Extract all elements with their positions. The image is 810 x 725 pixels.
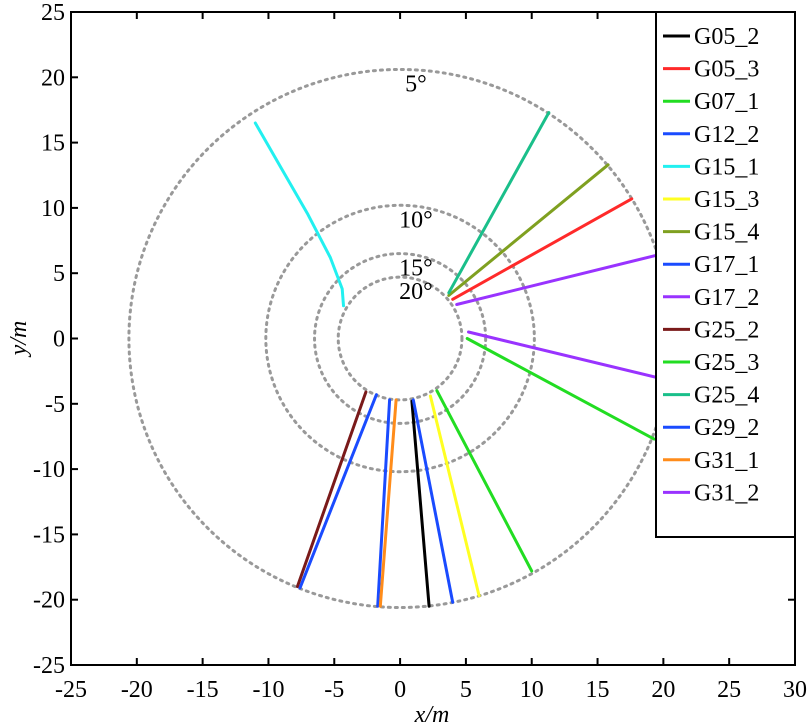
y-tick-label: 10 <box>41 196 65 222</box>
legend-label: G25_3 <box>694 350 759 376</box>
legend-label: G15_3 <box>694 187 759 213</box>
y-tick-label: -15 <box>33 522 65 548</box>
elevation-circle <box>127 67 673 610</box>
x-tick-label: -25 <box>55 677 87 703</box>
x-tick-label: 0 <box>394 677 406 703</box>
x-ticks: -25 -20 -15 -10 -5 0 5 10 15 20 25 30 <box>55 12 807 703</box>
x-tick-label: 5 <box>460 677 472 703</box>
elevation-circle <box>336 275 464 402</box>
elevation-label: 5° <box>405 71 427 97</box>
legend: G05_2 G05_3 G07_1 G12_2 G15_1 G15_3 G15_4 G17_1… <box>655 11 796 538</box>
x-tick-label: 10 <box>520 677 544 703</box>
y-tick-label: 25 <box>41 0 65 26</box>
y-axis-title: y/m <box>6 321 32 358</box>
x-axis-title: x/m <box>414 702 450 725</box>
series-line-G17_2 <box>455 252 665 306</box>
elevation-label: 20° <box>399 279 433 305</box>
elevation-labels: 5° 10° 15°20° <box>399 71 433 305</box>
elevation-circle <box>264 203 536 474</box>
legend-label: G17_1 <box>694 252 759 278</box>
x-tick-label: -10 <box>252 677 284 703</box>
x-tick-label: 15 <box>586 677 610 703</box>
y-tick-label: 15 <box>41 131 65 157</box>
y-tick-label: 5 <box>53 261 65 287</box>
series-line-G07_1 <box>465 337 656 441</box>
x-tick-label: 30 <box>783 677 807 703</box>
series-line-G12_2 <box>411 398 455 604</box>
series-line-G29_2 <box>298 393 378 590</box>
series-line-G25_4 <box>447 111 551 295</box>
legend-label: G15_1 <box>694 154 759 180</box>
legend-label: G29_2 <box>694 415 759 441</box>
series-line-G31_1 <box>378 398 398 608</box>
legend-label: G17_2 <box>694 285 759 311</box>
legend-label: G31_1 <box>694 448 759 474</box>
series-line-G05_3 <box>451 197 634 301</box>
y-tick-label: -10 <box>33 457 65 483</box>
series-line-G25_2 <box>295 390 368 589</box>
series-line-G15_1 <box>253 121 345 308</box>
legend-label: G05_3 <box>694 57 759 83</box>
series-lines <box>253 111 671 608</box>
legend-label: G12_2 <box>694 122 759 148</box>
elevation-label: 10° <box>399 207 433 233</box>
elevation-circles <box>127 67 673 610</box>
legend-label: G31_2 <box>694 480 759 506</box>
series-line-G17_1 <box>376 398 392 608</box>
x-tick-label: -15 <box>187 677 219 703</box>
y-tick-label: -20 <box>33 588 65 614</box>
series-line-G15_4 <box>447 163 610 297</box>
x-tick-label: -20 <box>121 677 153 703</box>
legend-label: G05_2 <box>694 24 759 50</box>
y-tick-label: 0 <box>53 327 65 353</box>
legend-box <box>655 11 796 538</box>
x-tick-label: 20 <box>651 677 675 703</box>
legend-label: G25_4 <box>694 383 759 409</box>
x-tick-label: 25 <box>717 677 741 703</box>
elevation-label: 15° <box>399 256 433 282</box>
y-tick-label: -5 <box>45 392 65 418</box>
x-tick-label: -5 <box>324 677 344 703</box>
y-tick-label: -25 <box>33 653 65 679</box>
legend-label: G25_2 <box>694 317 759 343</box>
series-line-G15_3 <box>428 394 481 598</box>
elevation-circle <box>313 252 488 425</box>
legend-label: G07_1 <box>694 89 759 115</box>
series-line-G05_2 <box>410 399 431 608</box>
y-tick-label: 20 <box>41 65 65 91</box>
series-line-G31_2 <box>467 330 671 382</box>
series-line-G25_3 <box>435 389 534 573</box>
legend-label: G15_4 <box>694 220 759 246</box>
